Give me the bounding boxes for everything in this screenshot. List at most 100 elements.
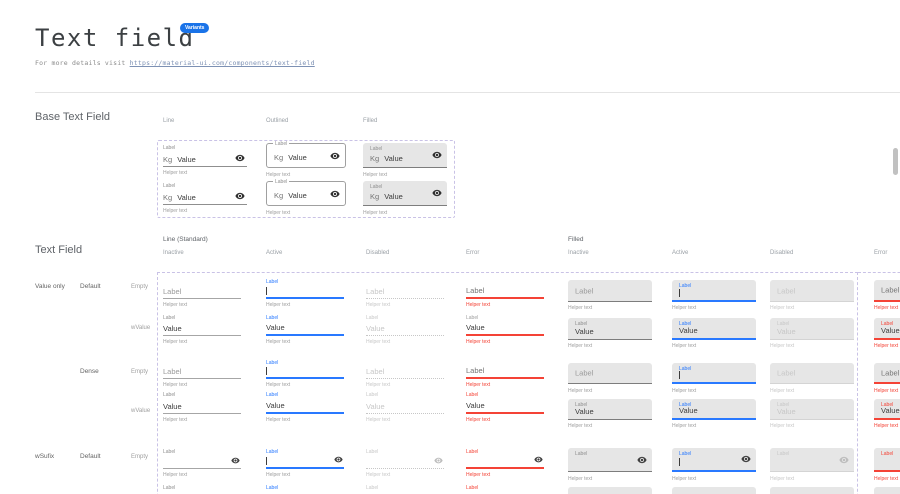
- visibility-icon[interactable]: [330, 151, 340, 161]
- visibility-icon[interactable]: [231, 456, 240, 465]
- text-input[interactable]: [366, 455, 444, 469]
- helper-text: Helper text: [163, 302, 188, 308]
- visibility-icon[interactable]: [839, 455, 849, 465]
- filled-input[interactable]: Label: [874, 448, 900, 472]
- visibility-icon[interactable]: [741, 454, 751, 464]
- field-label: Label: [466, 485, 479, 491]
- state-column-header: Disabled: [770, 250, 794, 256]
- value-text: Value: [366, 324, 385, 333]
- visibility-icon[interactable]: [637, 455, 647, 465]
- filled-input[interactable]: Label Value: [672, 318, 756, 340]
- text-field-filled-active: Label Value Helper text: [672, 399, 756, 433]
- filled-input[interactable]: [874, 487, 900, 494]
- helper-text: Helper text: [163, 339, 188, 345]
- text-field-line-active: Label Value Helper text: [266, 315, 344, 349]
- visibility-icon[interactable]: [235, 153, 245, 163]
- field-label: Label: [366, 392, 379, 398]
- field-label: Label: [777, 402, 790, 408]
- helper-text: Helper text: [363, 210, 388, 216]
- field-label: Label: [466, 366, 485, 375]
- filled-input[interactable]: [770, 487, 854, 494]
- text-input[interactable]: Value: [163, 398, 241, 414]
- visibility-icon[interactable]: [534, 455, 543, 464]
- text-field-filled-disabled: Label Helper text: [770, 280, 854, 315]
- value-text: Value: [881, 326, 900, 335]
- docs-link[interactable]: https://material-ui.com/components/text-…: [129, 59, 315, 67]
- input-content: Kg Value: [274, 192, 307, 200]
- text-input[interactable]: Value: [266, 321, 344, 336]
- base-text-input-filled[interactable]: Label Kg Value: [363, 143, 447, 168]
- visibility-icon[interactable]: [334, 455, 343, 464]
- text-field-filled-inactive: Label Value Helper text: [568, 399, 652, 433]
- filled-input[interactable]: Label Value: [874, 399, 900, 420]
- filled-input[interactable]: Label: [568, 363, 652, 384]
- field-label: Label: [679, 283, 692, 289]
- helper-text: Helper text: [266, 382, 291, 388]
- filled-input[interactable]: Label Value: [770, 399, 854, 420]
- text-input[interactable]: Value: [466, 398, 544, 414]
- text-field-line-error: Label: [466, 485, 544, 494]
- text-input[interactable]: [266, 284, 344, 299]
- text-input[interactable]: Label: [366, 365, 444, 379]
- visibility-icon[interactable]: [432, 150, 442, 160]
- filled-input[interactable]: Label Value: [874, 318, 900, 340]
- helper-text: Helper text: [163, 170, 188, 176]
- text-input[interactable]: Value: [163, 321, 241, 336]
- value-text: Value: [266, 323, 285, 332]
- text-input[interactable]: Value: [366, 398, 444, 414]
- text-field-filled-inactive: [568, 487, 652, 494]
- helper-text: Helper text: [672, 305, 697, 311]
- text-input[interactable]: Label: [366, 284, 444, 299]
- filled-input[interactable]: Label Value: [770, 318, 854, 340]
- field-label: Label: [575, 368, 594, 378]
- visibility-icon[interactable]: [235, 191, 245, 201]
- text-input[interactable]: Label: [466, 365, 544, 379]
- filled-input[interactable]: Label: [874, 363, 900, 384]
- text-input[interactable]: Label: [466, 284, 544, 299]
- filled-input[interactable]: Label: [770, 363, 854, 384]
- text-input[interactable]: Label: [163, 365, 241, 379]
- text-field-line-active: Label: [266, 485, 344, 494]
- visibility-icon[interactable]: [432, 188, 442, 198]
- text-input[interactable]: Value: [466, 321, 544, 336]
- filled-input[interactable]: Label: [672, 363, 756, 384]
- filled-input[interactable]: Label Value: [568, 318, 652, 340]
- filled-input[interactable]: Label: [568, 280, 652, 302]
- grid-frame-right: [858, 272, 900, 494]
- base-text-input-filled[interactable]: Label Kg Value: [363, 181, 447, 206]
- filled-input[interactable]: Label: [770, 448, 854, 472]
- text-input[interactable]: Value: [266, 398, 344, 414]
- filled-input[interactable]: Label: [672, 280, 756, 302]
- visibility-icon[interactable]: [330, 189, 340, 199]
- base-text-input-outlined[interactable]: Label Kg Value: [266, 141, 346, 168]
- text-input[interactable]: [266, 455, 344, 469]
- text-input[interactable]: [466, 455, 544, 469]
- filled-input[interactable]: Label: [874, 280, 900, 302]
- row-variant-label: Default: [80, 453, 101, 460]
- filled-input[interactable]: Label Value: [568, 399, 652, 420]
- text-input[interactable]: [163, 455, 241, 469]
- filled-input[interactable]: Label: [672, 448, 756, 472]
- text-input[interactable]: Value: [366, 321, 444, 336]
- field-label: Label: [881, 402, 894, 408]
- filled-input[interactable]: Label: [568, 448, 652, 472]
- filled-input[interactable]: Label Value: [672, 399, 756, 420]
- field-label: Label: [163, 392, 176, 398]
- row-state-label: Empty: [131, 284, 149, 290]
- value-text: Value: [777, 327, 796, 336]
- value-text: Value: [679, 326, 698, 335]
- filled-input[interactable]: [568, 487, 652, 494]
- text-input[interactable]: Label: [163, 284, 241, 299]
- text-field-line-error: Label Helper text: [466, 279, 544, 312]
- vertical-scrollbar-thumb[interactable]: [893, 148, 898, 175]
- filled-input[interactable]: Label: [770, 280, 854, 302]
- base-text-input-line[interactable]: Kg Value: [163, 189, 247, 205]
- base-variant-header-outlined: Outlined: [266, 118, 289, 124]
- visibility-icon[interactable]: [434, 456, 443, 465]
- filled-input[interactable]: [672, 487, 756, 494]
- text-field-filled-active: Label Helper text: [672, 363, 756, 398]
- text-input[interactable]: [266, 365, 344, 379]
- text-field-line-error: Label Value Helper text: [466, 315, 544, 349]
- base-text-input-line[interactable]: Kg Value: [163, 151, 247, 167]
- base-text-input-outlined[interactable]: Label Kg Value: [266, 179, 346, 206]
